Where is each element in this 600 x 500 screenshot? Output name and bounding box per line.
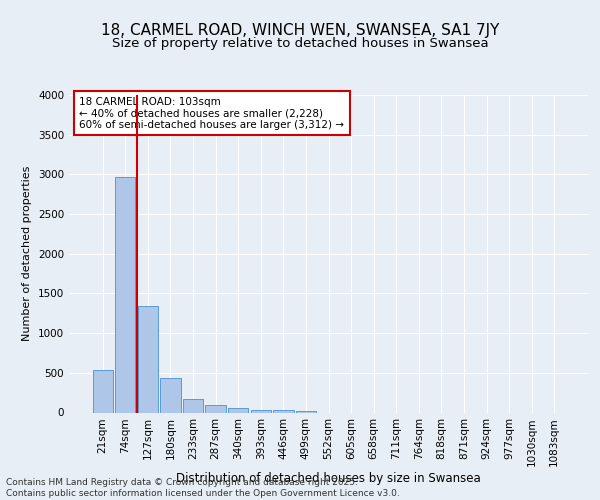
Bar (115, 177, 136, 412)
Y-axis label: Number of detached properties: Number of detached properties (22, 166, 32, 342)
Bar (205, 404, 226, 412)
Bar (138, 306, 158, 412)
Bar (228, 408, 248, 412)
Bar (251, 410, 271, 412)
Text: 18, CARMEL ROAD, WINCH WEN, SWANSEA, SA1 7JY: 18, CARMEL ROAD, WINCH WEN, SWANSEA, SA1… (101, 22, 499, 38)
Bar (273, 410, 293, 412)
Text: 18 CARMEL ROAD: 103sqm
← 40% of detached houses are smaller (2,228)
60% of semi-: 18 CARMEL ROAD: 103sqm ← 40% of detached… (79, 96, 344, 130)
Text: Contains HM Land Registry data © Crown copyright and database right 2025.
Contai: Contains HM Land Registry data © Crown c… (6, 478, 400, 498)
Text: Size of property relative to detached houses in Swansea: Size of property relative to detached ho… (112, 38, 488, 51)
Bar (296, 411, 316, 412)
Bar (183, 398, 203, 412)
Bar (160, 378, 181, 412)
Bar (92, 370, 113, 412)
X-axis label: Distribution of detached houses by size in Swansea: Distribution of detached houses by size … (176, 472, 481, 484)
